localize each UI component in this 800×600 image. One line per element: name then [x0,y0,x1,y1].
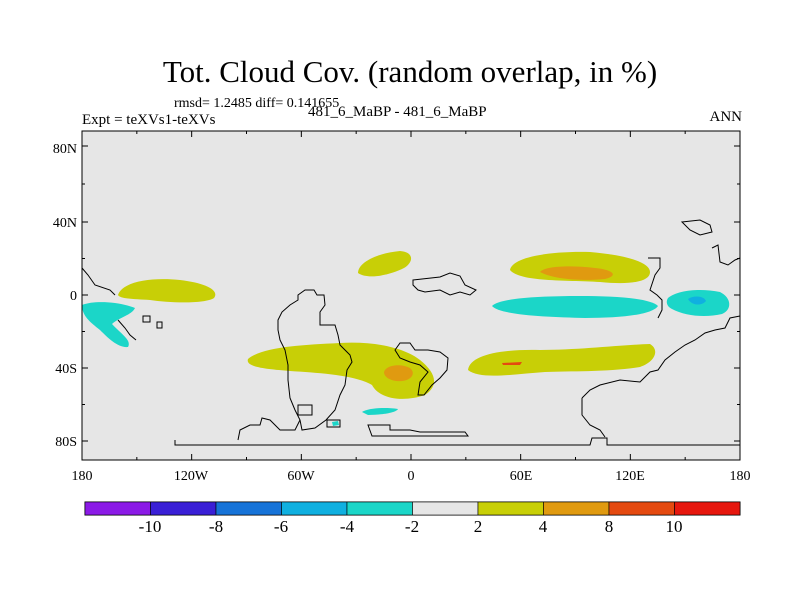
colorbar-label: -10 [139,517,162,536]
season-label: ANN [709,109,743,125]
colorbar-box-8 [608,501,675,516]
outline-southern-shelf [367,424,469,437]
y-tick-label: 80S [55,435,77,450]
outline-australia [581,315,741,399]
x-tick-label: 0 [408,469,415,484]
patch-pos-atlantic-north [358,251,412,277]
outline-central-america [237,417,301,441]
outline-small-island-1 [142,315,151,323]
patch-neg-west-pacific-south [82,302,135,348]
colorbar-label: 4 [539,517,548,536]
colorbar-label: -8 [209,517,223,536]
plot-title: Tot. Cloud Cov. (random overlap, in %) [162,54,658,89]
colorbar-box-7 [543,501,610,516]
colorbar-label: -4 [340,517,355,536]
patch-neg-southern-ocean [362,408,398,415]
x-tick-label: 60W [287,469,315,484]
colorbar-box-5 [412,501,479,516]
y-tick-label: 0 [70,289,77,304]
patch-neg-small [332,421,339,426]
colorbar-boxes [84,501,741,516]
outline-africa-north [412,272,477,296]
colorbar-box-0 [84,501,151,516]
x-tick-label: 120W [174,469,209,484]
patch-pos-arabian [540,266,613,280]
colorbar-label: -2 [405,517,419,536]
outline-small-island-4 [326,419,341,428]
outline-south-america [277,289,353,431]
colorbar-box-6 [477,501,544,516]
colorbar-label: 10 [666,517,683,536]
anomaly-patches [82,251,730,426]
outline-new-zealand [117,319,137,341]
outline-small-island-2 [156,321,163,329]
stats-text: rmsd= 1.2485 diff= 0.141655 [174,96,340,111]
patch-pos-indian-south-core [502,362,522,365]
y-tick-label: 80N [53,142,77,157]
colorbar-box-3 [281,501,348,516]
colorbar-box-2 [215,501,282,516]
patch-pos-indian-south [468,344,656,376]
patch-pos-south-atlantic-core [384,365,413,382]
y-tick-label: 40N [53,216,77,231]
y-tick-labels: 80N 40N 0 40S 80S [53,142,77,450]
experiment-label: Expt = teXVs1-teXVs [82,112,216,128]
x-tick-label: 120E [615,469,645,484]
outline-west-pacific-islands [81,267,116,296]
colorbar-label: 8 [605,517,614,536]
x-tick-label: 60E [510,469,533,484]
y-tick-label: 40S [55,362,77,377]
x-tick-label: 180 [730,469,751,484]
patch-pos-south-atlantic [247,342,435,399]
outline-maritime [648,257,663,319]
outline-japan [680,219,713,236]
outline-small-island-3 [297,404,313,416]
colorbar-label: 2 [474,517,483,536]
case-label: 481_6_MaBP - 481_6_MaBP [308,104,487,120]
x-tick-labels: 180 120W 60W 0 60E 120E 180 [72,469,751,484]
continent-outlines [81,219,741,446]
patch-neg-indian-equatorial [492,296,658,318]
patch-neg-west-pacific-core [688,296,706,305]
colorbar-box-4 [346,501,413,516]
outline-australia-coast [581,398,606,438]
outline-africa [394,342,449,396]
colorbar: -10 -8 -6 -4 -2 2 4 8 10 [84,501,741,536]
colorbar-box-9 [674,501,741,516]
patch-pos-central-pacific [118,279,216,303]
x-tick-label: 180 [72,469,93,484]
outline-antarctic-coast [174,437,740,446]
colorbar-label: -6 [274,517,288,536]
outline-east-asia [711,244,741,266]
colorbar-box-1 [150,501,217,516]
tick-marks [81,131,741,460]
